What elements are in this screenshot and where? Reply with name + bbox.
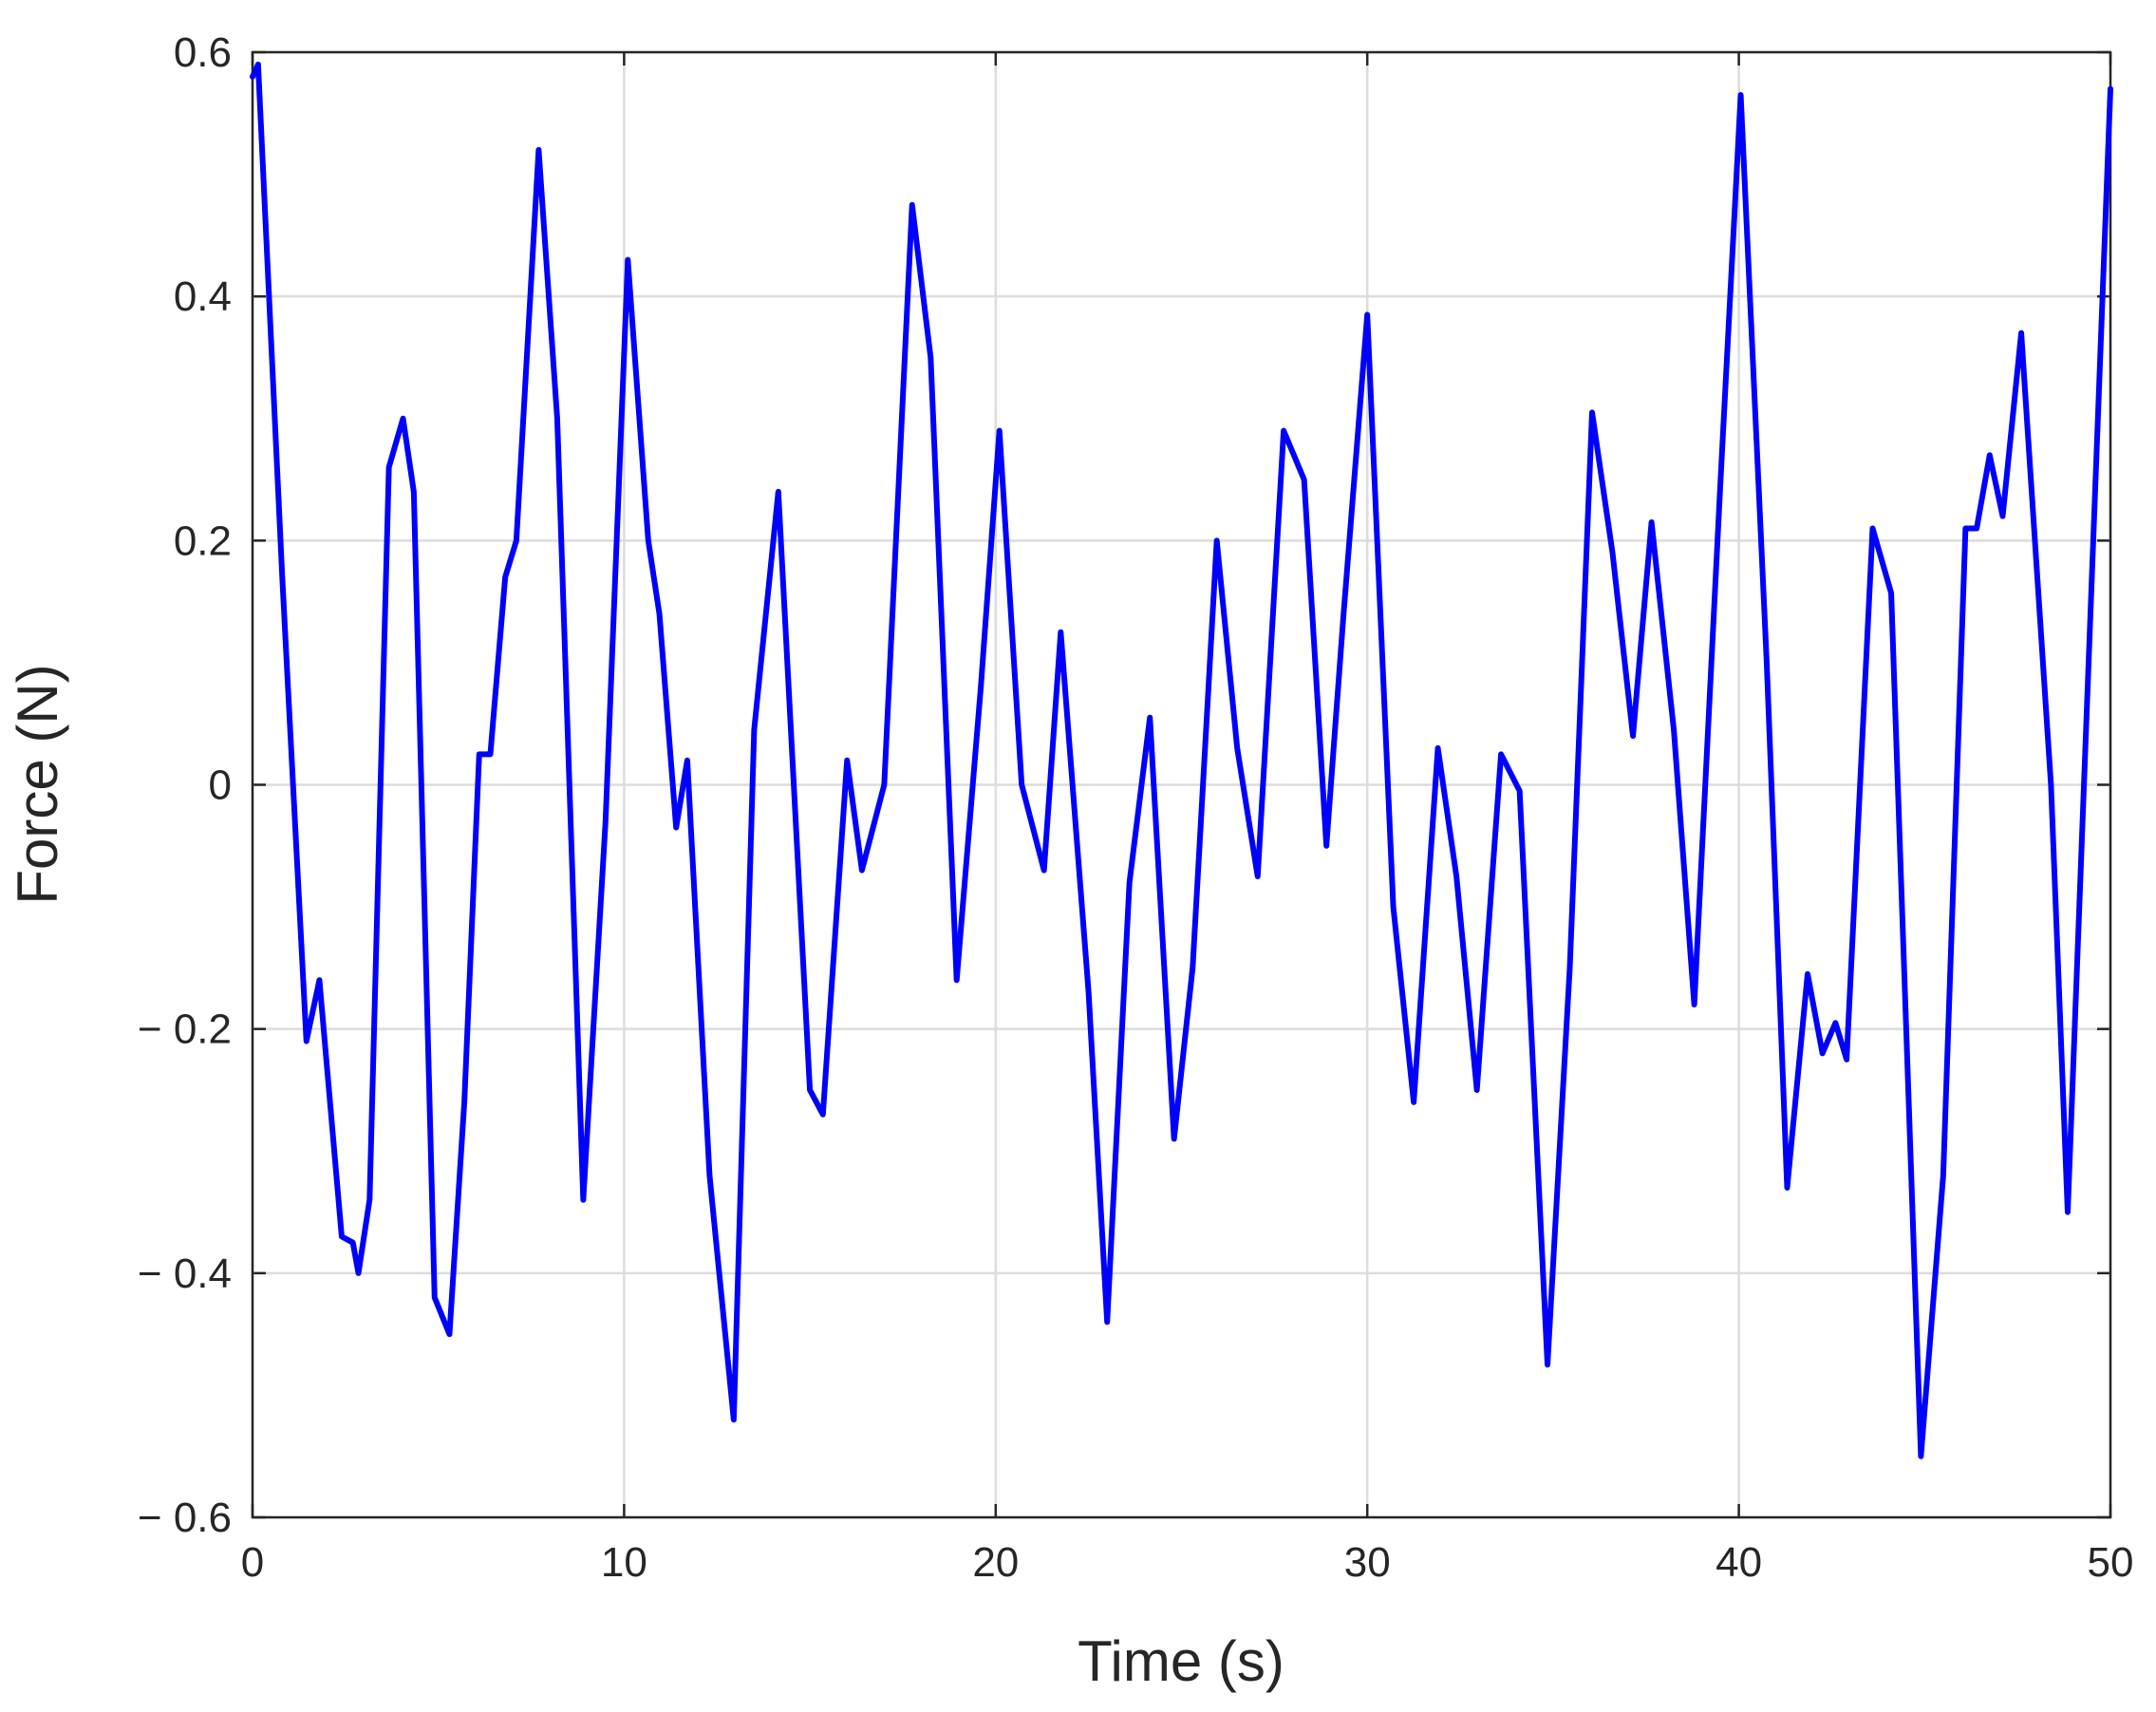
- y-tick-label: 0.4: [174, 273, 232, 320]
- y-tick-label: − 0.4: [138, 1251, 232, 1297]
- x-tick-label: 0: [241, 1539, 264, 1586]
- y-tick-label: 0.6: [174, 29, 232, 76]
- y-tick-label: − 0.2: [138, 1007, 232, 1053]
- x-tick-label: 30: [1344, 1539, 1391, 1586]
- x-tick-label: 50: [2088, 1539, 2134, 1586]
- y-tick-label: 0: [209, 762, 232, 809]
- x-axis-label: Time (s): [1078, 1629, 1284, 1693]
- x-tick-label: 10: [601, 1539, 647, 1586]
- data-line: [250, 61, 2113, 1459]
- y-tick-label: 0.2: [174, 517, 232, 564]
- y-tick-label: − 0.6: [138, 1495, 232, 1541]
- x-tick-label: 20: [972, 1539, 1019, 1586]
- y-axis-label: Force (N): [6, 664, 69, 904]
- plot-frame: [251, 50, 2112, 1519]
- x-tick-label: 40: [1715, 1539, 1762, 1586]
